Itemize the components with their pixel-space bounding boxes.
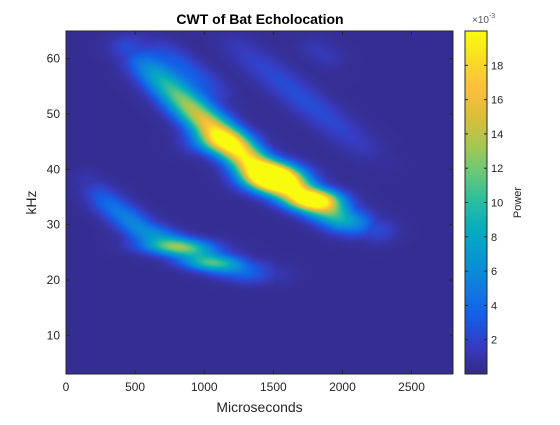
colorbar-label: Power	[512, 187, 524, 219]
x-tick-label: 500	[125, 380, 145, 394]
colorbar-tick-label: 8	[491, 232, 497, 244]
y-axis-label: kHz	[23, 190, 39, 214]
colorbar-tick-label: 6	[491, 266, 497, 278]
y-tick-label: 50	[47, 107, 61, 121]
y-tick-label: 30	[47, 218, 61, 232]
plot-area	[65, 30, 454, 375]
colorbar-tick-label: 2	[491, 335, 497, 347]
colorbar-tick-label: 10	[491, 198, 503, 210]
y-tick-label: 10	[47, 328, 61, 342]
colorbar-tick-label: 18	[491, 60, 503, 72]
colorbar: 2 4 6 8 10 12 14 16 18 ×10-3 Power	[464, 13, 524, 375]
chart-title: CWT of Bat Echolocation	[176, 11, 343, 27]
colorbar-gradient	[465, 31, 487, 374]
x-tick-label: 0	[63, 380, 70, 394]
plot-frame	[65, 30, 454, 375]
x-tick-label: 2000	[329, 380, 356, 394]
colorbar-tick-label: 14	[491, 129, 503, 141]
heatmap-image	[66, 31, 453, 374]
x-tick-label: 1000	[191, 380, 218, 394]
x-axis-label: Microseconds	[216, 399, 302, 415]
colorbar-exponent: ×10-3	[472, 13, 495, 26]
y-axis-ticks: 10 20 30 40 50 60	[47, 52, 453, 342]
colorbar-tick-label: 12	[491, 163, 503, 175]
y-tick-label: 40	[47, 162, 61, 176]
colorbar-tick-label: 4	[491, 300, 497, 312]
colorbar-tick-label: 16	[491, 95, 503, 107]
y-tick-label: 60	[47, 52, 61, 66]
x-axis-ticks: 0 500 1000 1500 2000 2500	[63, 31, 425, 394]
y-tick-label: 20	[47, 273, 61, 287]
colorbar-ticks: 2 4 6 8 10 12 14 16 18	[465, 60, 503, 347]
x-tick-label: 2500	[398, 380, 425, 394]
x-tick-label: 1500	[260, 380, 287, 394]
